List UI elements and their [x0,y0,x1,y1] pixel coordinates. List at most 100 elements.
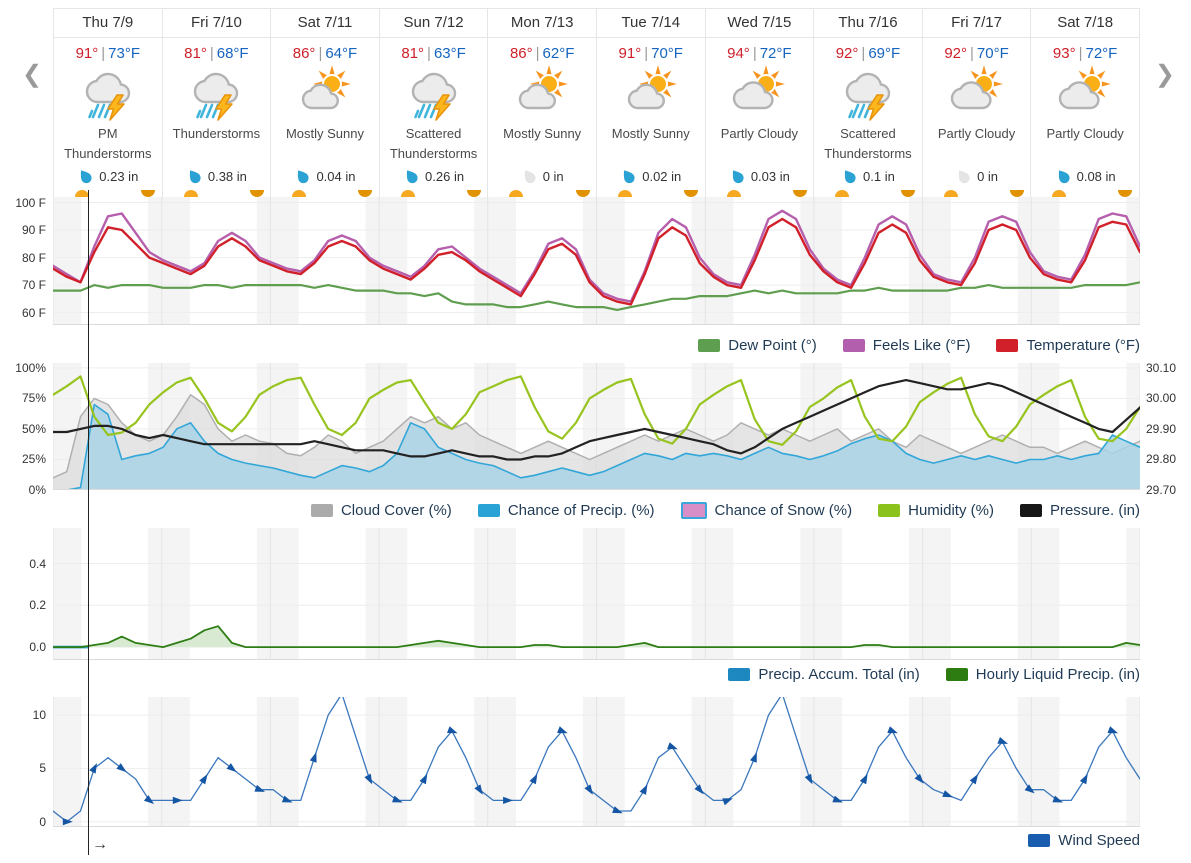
sun-row [1031,186,1139,202]
condition-icon [1055,63,1115,123]
sunrise-icon [509,190,524,197]
pressure-in-series [53,379,1140,461]
high-temp: 86° [509,45,533,62]
y-axis-label: 60 F [21,306,46,320]
partly-cloudy-icon [729,65,786,121]
sun-ray [340,81,351,87]
condition-label: Mostly Sunny [611,126,690,141]
y-axis-label: 80 F [21,251,46,265]
temp-separator: | [101,45,106,62]
y-axis-label: 0.0 [29,640,46,654]
sunrise-icon [726,190,741,197]
wind-direction-arrow [281,795,293,803]
legend-item-chance-of-precip: Chance of Precip. (%) [477,502,655,519]
temp-separator: | [970,45,974,62]
cloud-icon [734,82,772,108]
legend-item-temperature-f: Temperature (°F) [996,337,1140,354]
thunderstorm-icon [186,65,246,121]
sun-ray [654,65,661,75]
legend-label: Hourly Liquid Precip. (in) [975,665,1140,683]
partly-cloudy-icon [1055,65,1112,121]
legend-item-chance-of-snow: Chance of Snow (%) [680,501,853,519]
day-column-thu-7-9[interactable]: Thu 7/9 91° | 73°F PM Thunderstorms 0.23 in [53,8,162,202]
y-axis-label: 0.4 [29,557,46,571]
sun-row [814,186,922,202]
cloud-cover-series [53,394,1140,479]
cloud-icon [629,85,664,108]
wind-direction-arrow [474,784,483,795]
day-column-sat-7-11[interactable]: Sat 7/11 86° | 64°F Mostly Sunny 0.04 in [270,8,379,202]
y-axis-label: 10 [32,708,46,722]
sun-row [54,186,162,202]
feels-like-f-swatch [842,338,865,352]
day-column-fri-7-10[interactable]: Fri 7/10 81° | 68°F Thunderstorms 0.38 in [161,8,271,202]
sun-ray [763,65,770,75]
condition-label: Partly Cloudy [1046,126,1124,141]
wind-direction-arrow [1107,726,1119,734]
temp-separator: | [752,45,757,62]
wind-speed-swatch [1028,833,1051,847]
wind-direction-arrow [254,784,265,792]
wind-chart[interactable] [53,697,1140,827]
day-column-sat-7-18[interactable]: Sat 7/18 93° | 72°F Partly Cloudy 0.08 in [1030,8,1140,202]
condition-label: Partly Cloudy [937,126,1016,141]
condition-icon [947,63,1007,123]
precip-amount: 0.23 in [77,166,138,186]
precip-humidity-pressure-chart[interactable] [53,363,1140,490]
y-axis-label: 0.2 [29,598,46,612]
temperature-f-swatch [996,338,1019,352]
day-column-fri-7-17[interactable]: Fri 7/17 92° | 70°F Partly Cloudy 0 in [921,8,1031,202]
next-days-button[interactable]: ❯ [1154,61,1175,88]
sunset-icon [901,190,916,197]
sunset-icon [358,190,373,197]
wind-direction-arrow [969,774,979,785]
high-temp: 93° [1052,45,1076,62]
day-temps: 91° | 70°F [619,38,683,63]
day-column-sun-7-12[interactable]: Sun 7/12 81° | 63°F Scattered Thunderstorms 0… [378,8,488,202]
legend-label: Dew Point (°) [728,336,817,354]
day-temps: 92° | 69°F [836,38,900,63]
legend-label: Pressure. (in) [1049,501,1140,519]
lightning-icon [867,94,885,121]
legend-label: Wind Speed [1058,831,1140,849]
sun-ray [992,81,1003,87]
sun-row [597,186,705,202]
wind-direction-arrow [172,796,183,804]
hourly-liquid-precip-in-swatch [945,667,968,681]
precip-amount-chart[interactable] [53,528,1140,660]
precip-drop-icon [298,170,310,184]
wind-direction-arrow [804,773,813,785]
dew-point-series [53,281,1140,312]
legend-label: Chance of Snow (%) [714,501,853,519]
y-axis-label: 90 F [21,223,46,237]
prev-days-button[interactable]: ❮ [22,61,43,88]
temperature-chart[interactable] [53,197,1140,325]
day-column-mon-7-13[interactable]: Mon 7/13 86° | 62°F Mostly Sunny 0 in [487,8,596,202]
sun-ray [1101,81,1112,87]
sunset-icon [466,190,481,197]
precip-drop-icon [524,170,536,184]
condition-icon [404,63,464,123]
partly-cloudy-icon [947,65,1003,121]
lightning-icon [106,94,125,121]
wind-direction-arrow [997,737,1008,744]
condition-label: PM Thunderstorms [64,126,152,161]
day-column-wed-7-15[interactable]: Wed 7/15 94° | 72°F Partly Cloudy 0.03 in [704,8,814,202]
precip-amount: 0.04 in [294,166,356,186]
legend-label: Feels Like (°F) [872,336,971,354]
chance-of-precip-area [53,404,1140,490]
pan-arrow[interactable]: → [92,836,108,853]
sun-row [923,186,1031,202]
condition-icon [78,63,138,123]
precip-drop-icon [624,170,635,184]
day-temps: 81° | 68°F [184,38,248,63]
humidity-swatch [878,503,901,517]
day-column-thu-7-16[interactable]: Thu 7/16 92° | 69°F Scattered Thunderstorms 0… [813,8,922,202]
day-column-tue-7-14[interactable]: Tue 7/14 91° | 70°F Mostly Sunny 0.02 in [595,8,705,202]
day-date: Sat 7/11 [271,8,379,38]
mostly-sunny-icon [512,65,569,121]
low-temp: 64°F [325,45,358,62]
wind-direction-arrow [529,773,538,785]
